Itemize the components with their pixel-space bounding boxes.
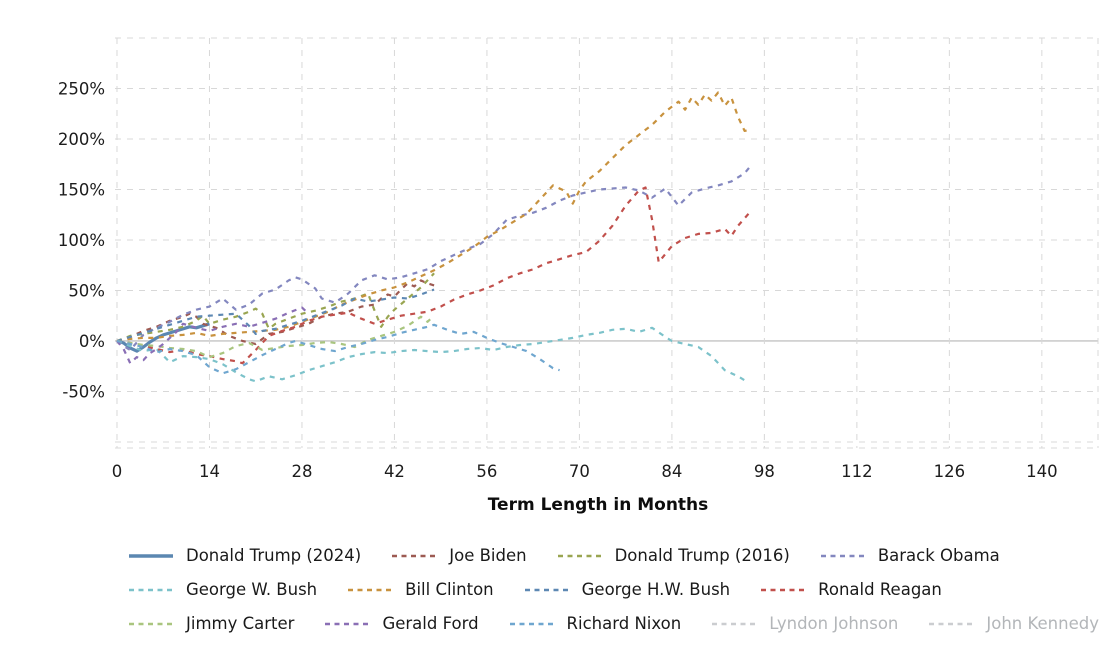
legend-swatch-dashed-line [129,588,173,591]
legend-label: Joe Biden [449,546,527,565]
x-tick-label: 140 [1026,462,1058,481]
series-line-clinton [116,91,752,343]
series-line-nixon [116,323,560,375]
legend-swatch-dashed-line [392,554,437,557]
y-tick-label: 250% [58,79,105,98]
legend-swatch-dashed-line [524,588,569,591]
legend-label: Bill Clinton [405,580,494,599]
y-tick-label: 0% [79,332,105,351]
legend-label: Donald Trump (2016) [614,546,790,565]
legend-swatch-dashed-line [929,622,974,625]
x-tick-label: 70 [569,462,590,481]
legend-item-trump2016[interactable]: Donald Trump (2016) [557,546,790,565]
y-tick-label: 100% [58,231,105,250]
x-axis-tick-labels: 0 14 28 42 56 70 84 98 112 126 140 [112,462,1058,481]
legend-item-biden[interactable]: Joe Biden [391,546,527,565]
x-tick-label: 28 [291,462,312,481]
legend-row: Jimmy Carter Gerald Ford Richard Nixon Lynd… [128,614,1106,633]
legend-swatch-dashed-line [820,554,865,557]
y-tick-label: 200% [58,130,105,149]
series-line-carter [116,314,435,359]
legend-label: Ronald Reagan [818,580,942,599]
series-line-gwbush [116,326,746,383]
y-tick-label: 150% [58,180,105,199]
x-tick-label: 0 [112,462,123,481]
legend-label: Donald Trump (2024) [186,546,362,565]
x-tick-label: 56 [476,462,497,481]
term-performance-chart: -50% 0% 50% 100% 150% 200% 250% 0 14 28 42 56 70 84 9… [58,37,1099,515]
legend-row: Donald Trump (2024) Joe Biden Donald Trump… [128,546,1106,565]
legend-row: George W. Bush Bill Clinton George H.W. Bu… [128,580,1106,599]
x-tick-label: 126 [934,462,966,481]
legend-label: Gerald Ford [382,614,479,633]
x-axis-title: Term Length in Months [488,495,709,515]
legend-item-kennedy[interactable]: John Kennedy [928,614,1099,633]
legend-swatch-dashed-line [712,622,757,625]
y-tick-label: 50% [68,281,105,300]
legend-swatch-dashed-line [509,622,554,625]
legend-label: Lyndon Johnson [769,614,899,633]
legend-swatch-dashed-line [761,588,806,591]
legend-item-clinton[interactable]: Bill Clinton [347,580,494,599]
series-line-trump2016 [116,272,435,343]
legend-item-ford[interactable]: Gerald Ford [324,614,479,633]
y-tick-label: -50% [62,382,105,401]
legend-swatch-dashed-line [557,554,602,557]
legend-swatch-solid-line [129,553,173,558]
legend-item-gwbush[interactable]: George W. Bush [128,580,317,599]
legend-item-trump2024[interactable]: Donald Trump (2024) [128,546,361,565]
legend-label: George W. Bush [186,580,318,599]
series-line-reagan [116,186,753,365]
legend-label: Barack Obama [877,546,1000,565]
legend-item-johnson[interactable]: Lyndon Johnson [711,614,898,633]
legend-item-ghwbush[interactable]: George H.W. Bush [524,580,731,599]
legend-item-carter[interactable]: Jimmy Carter [128,614,294,633]
legend-item-nixon[interactable]: Richard Nixon [509,614,682,633]
y-axis-tick-labels: -50% 0% 50% 100% 150% 200% 250% [58,79,105,401]
legend-swatch-dashed-line [129,622,173,625]
series-line-obama [116,164,753,352]
legend-item-obama[interactable]: Barack Obama [820,546,1000,565]
legend-swatch-dashed-line [325,622,370,625]
x-tick-label: 84 [661,462,682,481]
legend-label: Jimmy Carter [186,614,295,633]
x-tick-label: 14 [199,462,220,481]
legend-label: Richard Nixon [566,614,682,633]
chart-legend: Donald Trump (2024) Joe Biden Donald Trump… [128,546,1106,633]
legend-label: John Kennedy [986,614,1099,633]
legend-item-reagan[interactable]: Ronald Reagan [760,580,942,599]
legend-swatch-dashed-line [348,588,393,591]
x-tick-label: 98 [754,462,775,481]
grid-lines [115,37,1099,449]
legend-label: George H.W. Bush [581,580,731,599]
x-tick-label: 42 [384,462,405,481]
series-lines [116,91,753,383]
x-tick-label: 112 [841,462,873,481]
